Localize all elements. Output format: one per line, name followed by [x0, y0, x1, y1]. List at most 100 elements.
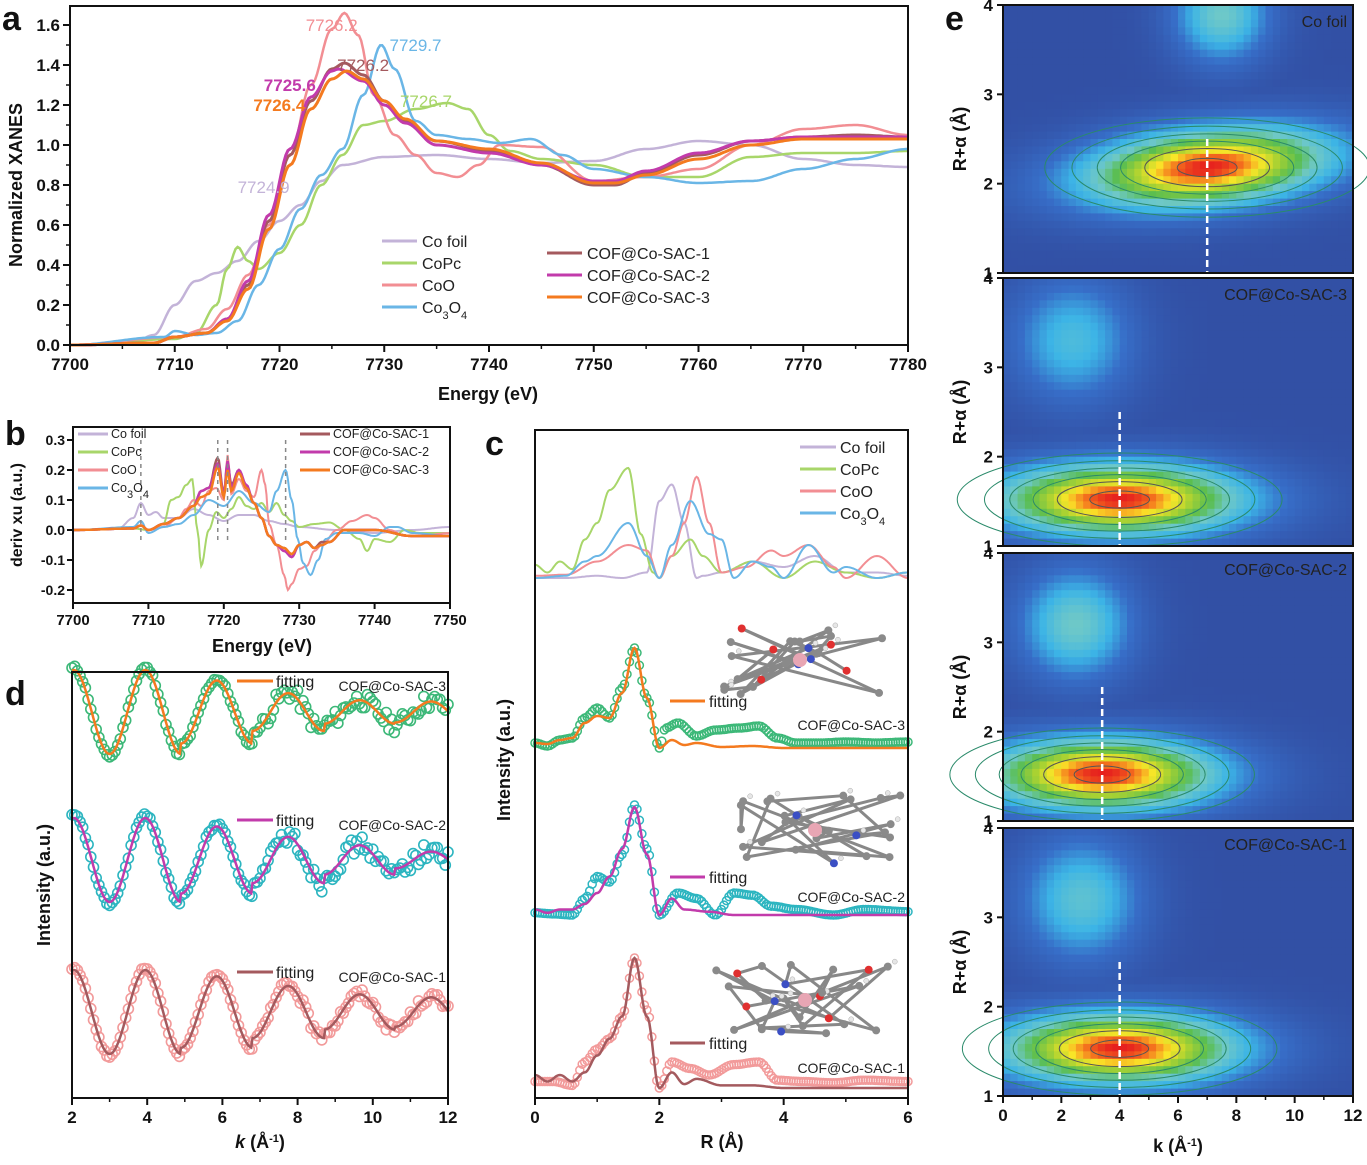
heatmap-cell: [1323, 94, 1332, 103]
heatmap-cell: [1097, 198, 1106, 207]
heatmap-cell: [1090, 198, 1099, 207]
x-tick-label: 6: [218, 1108, 227, 1127]
heatmap-cell: [1185, 42, 1194, 51]
heatmap-cell: [1046, 709, 1055, 718]
heatmap-cell: [1345, 176, 1354, 185]
heatmap-cell: [1039, 146, 1048, 155]
heatmap-cell: [1302, 479, 1310, 487]
heatmap-cell: [1178, 322, 1186, 331]
heatmap-cell: [1178, 300, 1186, 309]
heatmap-cell: [1302, 516, 1310, 525]
panel-b-xlabel: Energy (eV): [212, 636, 312, 656]
heatmap-cell: [1003, 345, 1011, 353]
heatmap-cell: [1214, 183, 1223, 192]
heatmap-cell: [1323, 412, 1332, 420]
heatmap-cell: [1127, 389, 1135, 398]
legend-label-sac3: COF@Co-SAC-3: [587, 290, 710, 307]
heatmap-cell: [1039, 776, 1048, 785]
heatmap-cell: [1163, 367, 1172, 376]
heatmap-cell: [1134, 278, 1143, 286]
heatmap-cell: [1097, 307, 1106, 316]
heatmap-cell: [1148, 307, 1157, 316]
heatmap-cell: [1119, 131, 1128, 140]
heatmap-cell: [1243, 12, 1252, 21]
heatmap-cell: [1294, 19, 1303, 28]
heatmap-cell: [1024, 250, 1033, 259]
heatmap-cell: [1024, 131, 1033, 140]
heatmap-cell: [1265, 471, 1274, 480]
heatmap-cell: [1010, 27, 1019, 36]
heatmap-cell: [1127, 292, 1135, 301]
heatmap-cell: [1061, 501, 1070, 510]
heatmap-cell: [1083, 94, 1092, 103]
heatmap-cell: [1017, 597, 1026, 606]
heatmap-cell: [1272, 426, 1281, 435]
heatmap-cell: [1127, 382, 1135, 391]
heatmap-cell: [1061, 359, 1070, 368]
heatmap-cell: [1032, 441, 1041, 450]
heatmap-cell: [1141, 345, 1150, 353]
heatmap-cell: [1207, 337, 1216, 346]
heatmap-cell: [1112, 101, 1121, 110]
heatmap-cell: [1185, 456, 1194, 465]
heatmap-cell: [1134, 412, 1143, 420]
heatmap-cell: [1127, 116, 1135, 125]
heatmap-cell: [1075, 322, 1084, 331]
heatmap-cell: [1338, 57, 1347, 66]
heatmap-cell: [1272, 374, 1281, 383]
heatmap-cell: [1105, 292, 1113, 301]
heatmap-cell: [1309, 131, 1318, 140]
heatmap-cell: [1236, 79, 1245, 88]
heatmap-cell: [1294, 64, 1303, 73]
heatmap-cell: [1046, 124, 1055, 133]
heatmap-cell: [1097, 292, 1106, 301]
heatmap-cell: [1010, 709, 1019, 718]
heatmap-cell: [1331, 330, 1339, 339]
heatmap-cell: [1054, 153, 1062, 162]
heatmap-cell: [1068, 86, 1077, 95]
heatmap-cell: [1178, 153, 1186, 162]
heatmap-cell: [1010, 278, 1019, 286]
heatmap-cell: [1265, 419, 1274, 428]
heatmap-cell: [1265, 367, 1274, 376]
heatmap-cell: [1119, 235, 1128, 244]
heatmap-cell: [1345, 300, 1354, 309]
heatmap-cell: [1141, 116, 1150, 125]
heatmap-cell: [1338, 285, 1347, 294]
heatmap-cell: [1338, 258, 1347, 267]
heatmap-cell: [1338, 198, 1347, 207]
heatmap-cell: [1017, 783, 1026, 792]
heatmap-cell: [1287, 42, 1296, 51]
heatmap-cell: [1024, 389, 1033, 398]
heatmap-cell: [1017, 250, 1026, 259]
heatmap-cell: [1075, 516, 1084, 525]
atom: [769, 645, 778, 654]
heatmap-cell: [1163, 285, 1172, 294]
heatmap-cell: [1032, 567, 1041, 576]
heatmap-cell: [1090, 337, 1099, 346]
heatmap-cell: [1309, 285, 1318, 294]
heatmap-cell: [1316, 153, 1325, 162]
heatmap-cell: [1221, 389, 1230, 398]
heatmap-cell: [1075, 250, 1084, 259]
heatmap-cell: [1250, 315, 1259, 324]
heatmap-cell: [1134, 426, 1143, 435]
hydrogen-atom: [832, 622, 839, 629]
heatmap-cell: [1258, 374, 1267, 383]
heatmap-cell: [1192, 374, 1201, 383]
heatmap-cell: [1003, 337, 1011, 346]
heatmap-cell: [1039, 139, 1048, 147]
heatmap-cell: [1127, 94, 1135, 103]
heatmap-cell: [1141, 315, 1150, 324]
heatmap-cell: [1010, 538, 1019, 547]
heatmap-cell: [1316, 382, 1325, 391]
heatmap-cell: [1032, 456, 1041, 465]
heatmap-cell: [1097, 278, 1106, 286]
atom: [826, 640, 835, 649]
data-point: [136, 811, 148, 823]
heatmap-cell: [1141, 374, 1150, 383]
heatmap-cell: [1323, 124, 1332, 133]
heatmap-cell: [1170, 337, 1179, 346]
data-point: [111, 1039, 124, 1052]
heatmap-cell: [1097, 374, 1106, 383]
